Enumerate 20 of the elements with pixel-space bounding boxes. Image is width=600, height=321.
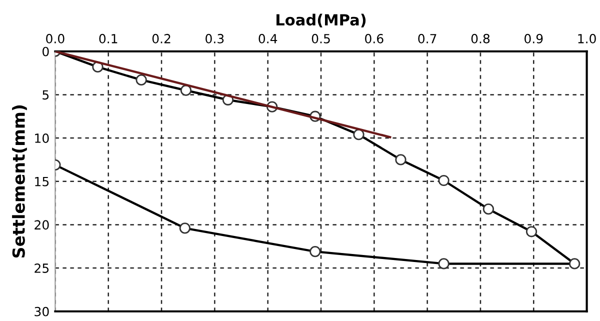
- y-tick-label: 15: [35, 177, 49, 186]
- x-tick-label: 0.9: [524, 34, 543, 44]
- x-tick-label: 0.1: [99, 34, 118, 44]
- y-tick-label: 30: [34, 306, 49, 316]
- x-axis-title: Load(MPa): [276, 14, 366, 28]
- y-axis-title: Settlement(mm): [12, 105, 27, 258]
- y-tick-label: 10: [35, 134, 49, 143]
- y-tick-label: 0: [42, 46, 49, 56]
- x-tick-label: 0.4: [258, 34, 278, 44]
- x-tick-label: 1.0: [578, 34, 596, 44]
- y-tick-label: 20: [34, 220, 49, 230]
- x-tick-label: 0.0: [46, 34, 64, 44]
- x-tick-label: 0.3: [206, 34, 224, 44]
- y-tick-label: 5: [42, 90, 49, 100]
- y-tick-label: 25: [34, 264, 49, 273]
- x-tick-label: 0.2: [152, 34, 170, 44]
- x-tick-label: 0.8: [471, 34, 490, 44]
- x-tick-label: 0.5: [312, 34, 330, 44]
- x-tick-label: 0.6: [365, 34, 384, 44]
- x-tick-label: 0.7: [418, 34, 436, 44]
